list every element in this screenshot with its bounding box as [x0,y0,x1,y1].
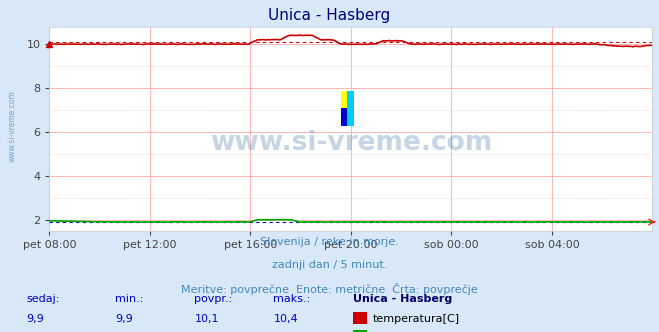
Text: 10,1: 10,1 [194,314,219,324]
Text: Unica - Hasberg: Unica - Hasberg [268,8,391,23]
Text: min.:: min.: [115,294,144,304]
Text: zadnji dan / 5 minut.: zadnji dan / 5 minut. [272,260,387,270]
Text: 9,9: 9,9 [26,314,44,324]
Text: Slovenija / reke in morje.: Slovenija / reke in morje. [260,237,399,247]
Bar [341,108,347,125]
Text: Meritve: povprečne  Enote: metrične  Črta: povprečje: Meritve: povprečne Enote: metrične Črta:… [181,283,478,294]
Text: www.si-vreme.com: www.si-vreme.com [210,130,492,156]
Bar [347,91,354,108]
Text: sedaj:: sedaj: [26,294,60,304]
Text: 10,4: 10,4 [273,314,298,324]
Text: Unica - Hasberg: Unica - Hasberg [353,294,452,304]
Bar [347,108,354,125]
Text: povpr.:: povpr.: [194,294,233,304]
Text: www.si-vreme.com: www.si-vreme.com [8,90,17,162]
Text: temperatura[C]: temperatura[C] [372,314,459,324]
Bar [341,91,347,108]
Text: maks.:: maks.: [273,294,311,304]
Text: 9,9: 9,9 [115,314,133,324]
